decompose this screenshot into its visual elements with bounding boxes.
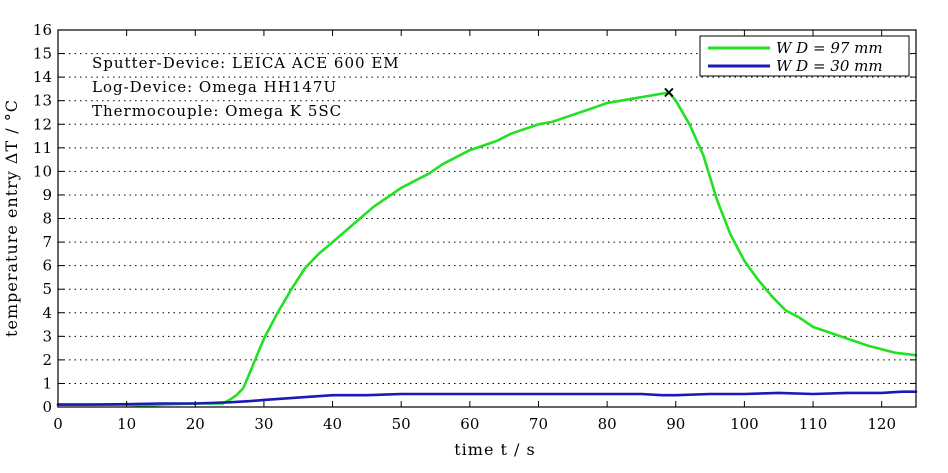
x-tick-label: 20 <box>186 415 205 433</box>
annotation-line: Sputter-Device: LEICA ACE 600 EM <box>92 54 400 72</box>
x-tick-label: 100 <box>730 415 759 433</box>
y-tick-label: 0 <box>42 398 52 416</box>
y-tick-label: 10 <box>33 162 52 180</box>
y-tick-label: 1 <box>42 374 52 392</box>
x-tick-label: 40 <box>323 415 342 433</box>
x-tick-label: 90 <box>666 415 685 433</box>
y-tick-label: 3 <box>42 327 52 345</box>
y-tick-label: 11 <box>33 139 52 157</box>
x-tick-label: 60 <box>460 415 479 433</box>
x-axis-label: time t / s <box>454 440 535 459</box>
y-tick-label: 12 <box>33 115 52 133</box>
y-tick-label: 16 <box>33 21 52 39</box>
peak-marker <box>664 87 674 98</box>
legend: W D = 97 mm W D = 30 mm <box>699 35 910 77</box>
y-tick-label: 9 <box>42 186 52 204</box>
y-tick-label: 2 <box>42 351 52 369</box>
y-axis-label: temperature entry ΔT / °C <box>2 99 21 337</box>
y-tick-label: 7 <box>42 233 52 251</box>
x-tick-labels: 0 10 20 30 40 50 60 70 80 90 100 110 120 <box>53 415 896 433</box>
series-line-wd-30mm <box>56 390 918 406</box>
x-tick-label: 70 <box>529 415 548 433</box>
x-tick-label: 50 <box>392 415 411 433</box>
x-tick-label: 10 <box>117 415 136 433</box>
y-tick-label: 6 <box>42 257 52 275</box>
x-tick-label: 110 <box>799 415 828 433</box>
legend-label: W D = 30 mm <box>776 57 883 75</box>
y-tick-label: 5 <box>42 280 52 298</box>
x-tick-label: 120 <box>867 415 896 433</box>
y-tick-label: 14 <box>33 68 52 86</box>
y-tick-label: 4 <box>42 304 52 322</box>
series-line-wd-97mm <box>56 91 918 408</box>
legend-box <box>699 35 910 77</box>
series-layer <box>56 87 918 408</box>
grid-lines <box>58 53 916 384</box>
legend-label: W D = 97 mm <box>776 39 883 57</box>
x-tick-label: 0 <box>53 415 63 433</box>
annotation-line: Log-Device: Omega HH147U <box>92 78 337 96</box>
axis-ticks <box>57 29 916 408</box>
x-tick-label: 30 <box>254 415 273 433</box>
annotation-line: Thermocouple: Omega K 5SC <box>92 102 342 120</box>
y-tick-label: 15 <box>33 45 52 63</box>
y-tick-label: 13 <box>33 92 52 110</box>
y-tick-label: 8 <box>42 210 52 228</box>
x-tick-label: 80 <box>598 415 617 433</box>
